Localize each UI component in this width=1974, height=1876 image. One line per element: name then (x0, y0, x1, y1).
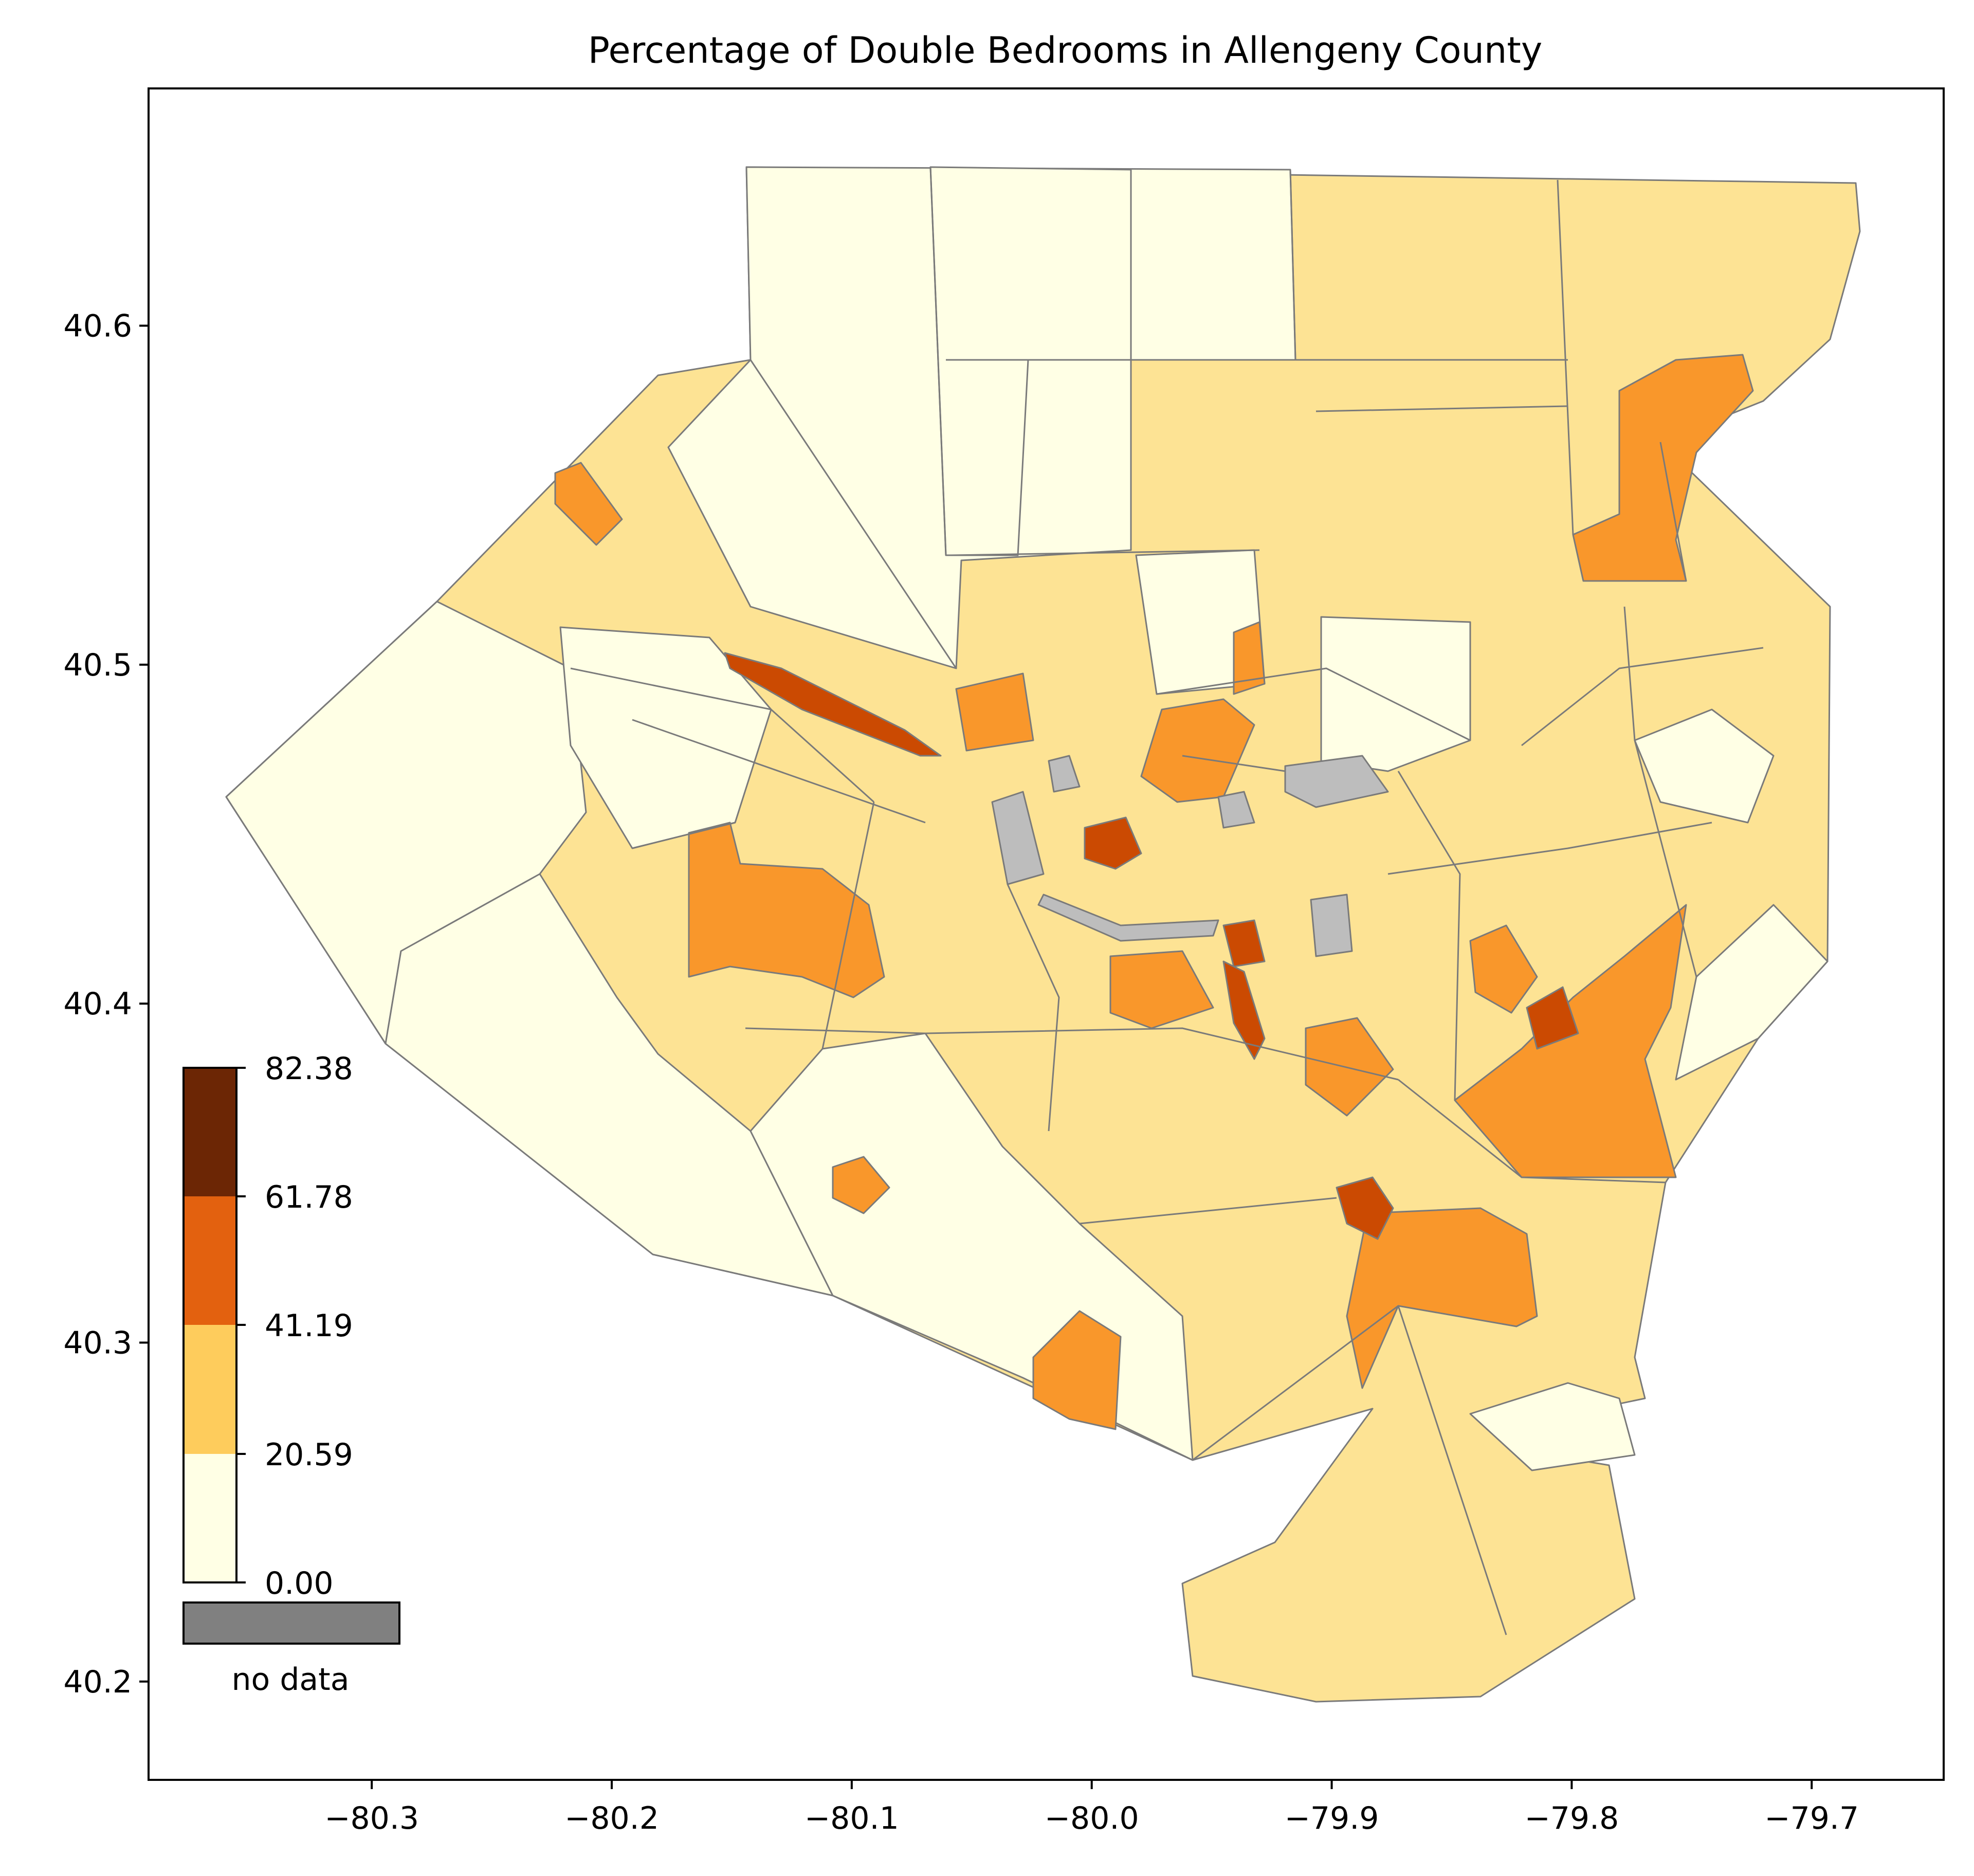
colorbar-label-1: 20.59 (265, 1437, 353, 1473)
county-map (225, 166, 1861, 1703)
region-dark-center-1 (1084, 816, 1142, 870)
y-tick-label: 40.5 (63, 647, 132, 683)
x-tick-label: −80.1 (805, 1800, 899, 1836)
region-dark-river (1222, 960, 1266, 1060)
colorbar-bin-1 (184, 1454, 236, 1582)
region-dark-center-2 (1222, 919, 1266, 968)
colorbar-bin-3 (184, 1196, 236, 1325)
colorbar-label-4: 82.38 (265, 1051, 353, 1087)
colorbar-ticks (236, 1067, 246, 1583)
x-axis: −80.3 −80.2 −80.1 −80.0 −79.9 −79.8 −79.7 (324, 1780, 1859, 1836)
region-central-north-orange (1233, 621, 1266, 695)
colorbar-legend: 0.00 20.59 41.19 61.78 82.38 no data (182, 1051, 400, 1698)
region-center-orange-2 (1109, 950, 1214, 1029)
y-tick-label: 40.2 (63, 1664, 132, 1700)
interior-boundaries (570, 167, 1764, 1635)
x-tick-label: −80.0 (1045, 1800, 1139, 1836)
region-southwest-orange (832, 1156, 890, 1214)
colorbar-label-3: 61.78 (265, 1179, 353, 1215)
region-no-data-1 (1284, 755, 1389, 808)
axes-frame (148, 87, 1945, 1781)
region-southeast-pale (1469, 1382, 1636, 1471)
y-tick-label: 40.3 (63, 1325, 132, 1361)
no-data-swatch (182, 1601, 400, 1645)
region-far-east-pale (1675, 904, 1829, 1081)
region-no-data-2 (991, 791, 1045, 885)
river-no-data (1037, 894, 1219, 942)
region-dark-diagonal (724, 652, 942, 757)
region-west-orange (688, 822, 885, 998)
colorbar-bin-4 (184, 1068, 236, 1196)
region-northeast-pale (1320, 616, 1471, 772)
region-center-orange-3 (1305, 1017, 1394, 1117)
y-tick-label: 40.4 (63, 986, 132, 1022)
x-tick-label: −79.9 (1285, 1800, 1379, 1836)
region-mid-orange (955, 672, 1034, 752)
region-south-orange (1032, 1310, 1122, 1430)
x-tick-label: −79.8 (1524, 1800, 1619, 1836)
map-title: Percentage of Double Bedrooms in Allenge… (588, 29, 1543, 71)
x-tick-label: −80.2 (564, 1800, 659, 1836)
x-tick-label: −79.7 (1764, 1800, 1859, 1836)
no-data-label: no data (232, 1662, 350, 1698)
region-no-data-3 (1310, 894, 1353, 957)
region-northeast-orange (1572, 354, 1754, 582)
region-east-mid-orange (1469, 924, 1538, 1014)
region-dark-east (1526, 986, 1579, 1050)
colorbar-bin-2 (184, 1325, 236, 1454)
region-dark-south (1336, 1176, 1394, 1240)
colorbar-label-0: 0.00 (265, 1565, 334, 1601)
region-northwest-orange (554, 462, 623, 546)
colorbar-label-2: 41.19 (265, 1308, 353, 1344)
y-tick-label: 40.6 (63, 308, 132, 344)
region-no-data-4 (1217, 791, 1255, 829)
x-tick-label: −80.3 (324, 1800, 419, 1836)
region-east-pale (1634, 708, 1775, 824)
y-axis: 40.2 40.3 40.4 40.5 40.6 (63, 308, 149, 1700)
region-no-data-5 (1048, 755, 1081, 793)
